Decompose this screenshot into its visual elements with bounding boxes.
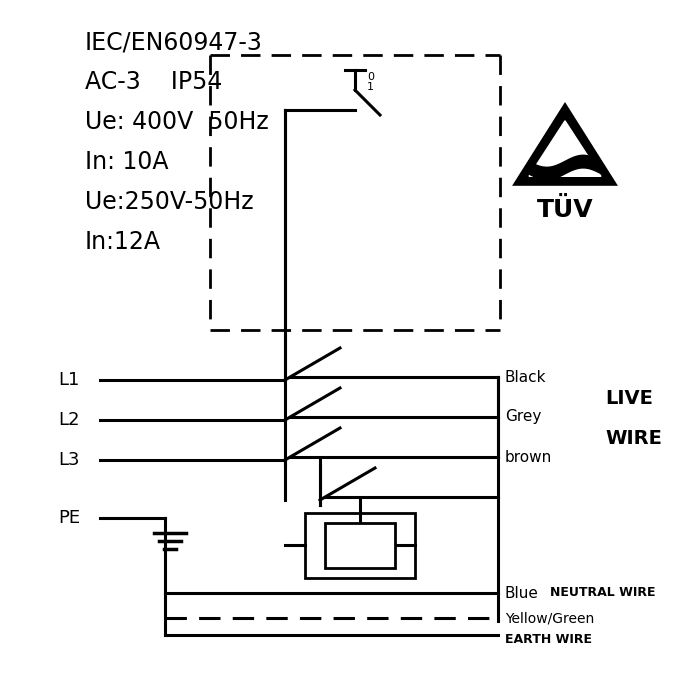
Text: WIRE: WIRE <box>605 428 662 447</box>
Text: LIVE: LIVE <box>605 389 653 407</box>
Text: EARTH WIRE: EARTH WIRE <box>505 633 592 646</box>
Text: L1: L1 <box>59 371 80 389</box>
Text: 1: 1 <box>367 82 374 92</box>
Text: AC-3    IP54: AC-3 IP54 <box>85 70 223 94</box>
Text: In:12A: In:12A <box>85 230 161 254</box>
Polygon shape <box>528 155 601 181</box>
Text: Ue: 400V  50Hz: Ue: 400V 50Hz <box>85 110 269 134</box>
Text: Black: Black <box>505 370 547 384</box>
Polygon shape <box>514 104 615 184</box>
Text: brown: brown <box>505 449 552 465</box>
Text: Grey: Grey <box>505 410 541 424</box>
Text: PE: PE <box>58 509 80 527</box>
Text: Blue: Blue <box>505 585 539 601</box>
Text: In: 10A: In: 10A <box>85 150 169 174</box>
Text: 0: 0 <box>367 72 374 82</box>
Text: L3: L3 <box>59 451 80 469</box>
Text: NEUTRAL WIRE: NEUTRAL WIRE <box>550 587 655 599</box>
Text: Ue:250V-50Hz: Ue:250V-50Hz <box>85 190 253 214</box>
Text: IEC/EN60947-3: IEC/EN60947-3 <box>85 30 263 54</box>
Text: TÜV: TÜV <box>537 198 594 223</box>
Text: L2: L2 <box>59 411 80 429</box>
Text: Yellow/Green: Yellow/Green <box>505 611 594 625</box>
Bar <box>305 512 415 578</box>
Bar <box>325 522 395 568</box>
Polygon shape <box>529 121 601 176</box>
